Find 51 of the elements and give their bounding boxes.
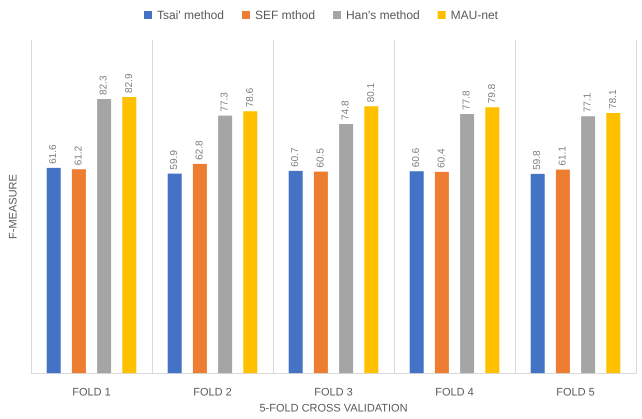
data-label: 80.1: [366, 82, 377, 102]
data-label: 61.1: [557, 146, 568, 166]
x-tick-label: FOLD 1: [72, 386, 111, 399]
x-tick-label: FOLD 3: [314, 386, 353, 399]
legend-label: Tsai' method: [156, 8, 224, 22]
data-label: 60.4: [436, 148, 448, 168]
data-label: 60.7: [290, 147, 302, 167]
bar: [288, 170, 303, 374]
data-label: 77.3: [220, 92, 231, 112]
data-label: 60.6: [411, 147, 422, 168]
x-tick-label: FOLD 2: [193, 386, 232, 399]
legend-label: SEF mthod: [254, 8, 316, 22]
bar: [314, 172, 328, 374]
data-label: 61.2: [73, 145, 84, 166]
bar: [192, 164, 207, 374]
bar: [122, 96, 136, 374]
data-label: 61.6: [48, 144, 60, 164]
bar: [556, 170, 570, 374]
bar: [46, 168, 61, 374]
x-axis-title: 5-FOLD CROSS VALIDATION: [259, 402, 408, 414]
bar: [97, 98, 112, 374]
bar: [243, 111, 258, 374]
bar: [434, 172, 449, 374]
data-label: 59.9: [169, 150, 180, 170]
bar: [485, 107, 500, 374]
bar: [168, 174, 182, 374]
data-label: 79.8: [486, 83, 498, 104]
data-label: 77.8: [462, 90, 473, 110]
legend-label: MAU-net: [450, 8, 499, 22]
bar: [72, 169, 86, 374]
data-label: 82.9: [124, 73, 135, 93]
bar: [581, 116, 596, 374]
x-tick-label: FOLD 4: [435, 386, 474, 399]
bar: [339, 124, 354, 374]
legend-label: Han's method: [346, 8, 420, 22]
data-label: 78.1: [608, 89, 619, 109]
data-label: 82.3: [98, 75, 110, 95]
bar: [410, 171, 424, 374]
bar: [364, 106, 378, 374]
data-label: 60.5: [315, 148, 326, 168]
bar: [460, 114, 474, 374]
data-label: 74.8: [340, 100, 352, 120]
bar: [218, 116, 232, 374]
y-axis-title: F-MEASURE: [8, 174, 20, 239]
x-tick-label: FOLD 5: [556, 386, 595, 399]
bar: [530, 174, 545, 374]
bar: [606, 112, 620, 374]
data-label: 78.6: [244, 87, 256, 108]
data-label: 62.8: [194, 140, 206, 160]
data-label: 59.8: [532, 150, 544, 170]
data-label: 77.1: [582, 92, 594, 112]
